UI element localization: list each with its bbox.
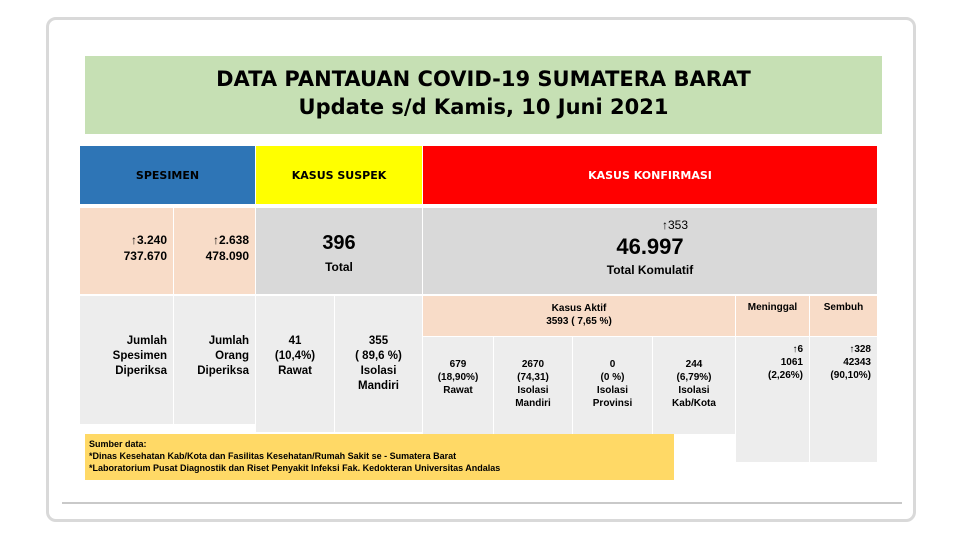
sembuh-header: Sembuh bbox=[810, 296, 877, 336]
aktif-label: Isolasi bbox=[596, 385, 629, 396]
konfirmasi-increase: ↑353 bbox=[661, 218, 689, 232]
spesimen-label-cell: Jumlah Spesimen Diperiksa bbox=[80, 296, 173, 424]
sembuh-cell: ↑328 42343 (90,10%) bbox=[810, 337, 877, 462]
spesimen-label-line: Jumlah bbox=[126, 335, 167, 347]
orang-count-cell: ↑2.638 478.090 bbox=[174, 208, 255, 294]
suspek-isolasi-label: Mandiri bbox=[358, 380, 399, 392]
aktif-value: 679 bbox=[449, 359, 467, 370]
aktif-label: Isolasi bbox=[517, 385, 549, 396]
meninggal-pct: (2,26%) bbox=[767, 370, 803, 381]
kasus-aktif-title: Kasus Aktif bbox=[551, 303, 607, 314]
aktif-pct: (6,79%) bbox=[676, 372, 712, 383]
aktif-isolasi-mandiri-cell: 2670 (74,31) Isolasi Mandiri bbox=[494, 337, 572, 434]
sembuh-increase: ↑328 bbox=[849, 344, 871, 355]
orang-label-line: Orang bbox=[215, 350, 249, 362]
aktif-label: Kab/Kota bbox=[672, 398, 716, 409]
aktif-label: Mandiri bbox=[515, 398, 551, 409]
suspek-rawat-pct: (10,4%) bbox=[274, 350, 316, 362]
suspek-rawat-label: Rawat bbox=[278, 365, 312, 377]
page-title: DATA PANTAUAN COVID-19 SUMATERA BARAT bbox=[216, 67, 751, 91]
orang-increase: ↑2.638 bbox=[212, 233, 249, 247]
orang-value: 478.090 bbox=[205, 249, 249, 263]
aktif-label: Isolasi bbox=[678, 385, 710, 396]
orang-label-line: Jumlah bbox=[208, 335, 249, 347]
meninggal-cell: ↑6 1061 (2,26%) bbox=[736, 337, 809, 462]
aktif-pct: (0 %) bbox=[600, 372, 625, 383]
page-header: DATA PANTAUAN COVID-19 SUMATERA BARAT Up… bbox=[85, 56, 882, 134]
aktif-isolasi-kabkota-cell: 244 (6,79%) Isolasi Kab/Kota bbox=[653, 337, 735, 434]
suspek-rawat-cell: 41 (10,4%) Rawat bbox=[256, 296, 334, 432]
aktif-value: 2670 bbox=[521, 359, 545, 370]
suspek-total-label: Total bbox=[325, 260, 353, 274]
meninggal-increase: ↑6 bbox=[792, 344, 803, 355]
konfirmasi-total-label: Total Komulatif bbox=[606, 263, 694, 277]
spesimen-count-cell: ↑3.240 737.670 bbox=[80, 208, 173, 294]
kasus-aktif-header: Kasus Aktif 3593 ( 7,65 %) bbox=[423, 296, 735, 336]
orang-label-line: Diperiksa bbox=[197, 365, 249, 377]
sembuh-pct: (90,10%) bbox=[830, 370, 871, 381]
suspek-header: KASUS SUSPEK bbox=[256, 146, 422, 204]
source-line: *Dinas Kesehatan Kab/Kota dan Fasilitas … bbox=[89, 451, 457, 461]
divider bbox=[62, 502, 902, 504]
suspek-total-cell: 396 Total bbox=[256, 208, 422, 294]
aktif-label: Provinsi bbox=[592, 398, 633, 409]
kasus-aktif-summary: 3593 ( 7,65 %) bbox=[546, 316, 612, 327]
aktif-pct: (74,31) bbox=[517, 372, 549, 383]
konfirmasi-total-value: 46.997 bbox=[616, 234, 684, 259]
aktif-isolasi-provinsi-cell: 0 (0 %) Isolasi Provinsi bbox=[573, 337, 652, 434]
aktif-rawat-cell: 679 (18,90%) Rawat bbox=[423, 337, 493, 434]
suspek-isolasi-label: Isolasi bbox=[360, 365, 397, 377]
source-title: Sumber data: bbox=[89, 439, 147, 449]
aktif-pct: (18,90%) bbox=[437, 372, 479, 383]
spesimen-value: 737.670 bbox=[123, 249, 167, 263]
aktif-label: Rawat bbox=[443, 385, 473, 396]
suspek-total-value: 396 bbox=[322, 232, 356, 254]
suspek-isolasi-pct: ( 89,6 %) bbox=[355, 350, 402, 362]
suspek-rawat-value: 41 bbox=[288, 335, 302, 347]
konfirmasi-total-cell: ↑353 46.997 Total Komulatif bbox=[423, 208, 877, 294]
aktif-value: 244 bbox=[685, 359, 703, 370]
source-note: Sumber data: *Dinas Kesehatan Kab/Kota d… bbox=[85, 434, 674, 480]
page-subtitle: Update s/d Kamis, 10 Juni 2021 bbox=[298, 95, 669, 119]
spesimen-label-line: Diperiksa bbox=[115, 365, 167, 377]
suspek-isolasi-cell: 355 ( 89,6 %) Isolasi Mandiri bbox=[335, 296, 422, 432]
konfirmasi-header: KASUS KONFIRMASI bbox=[423, 146, 877, 204]
suspek-isolasi-value: 355 bbox=[368, 335, 389, 347]
meninggal-header: Meninggal bbox=[736, 296, 809, 336]
orang-label-cell: Jumlah Orang Diperiksa bbox=[174, 296, 255, 424]
spesimen-label-line: Spesimen bbox=[112, 350, 167, 362]
meninggal-value: 1061 bbox=[780, 357, 803, 368]
sembuh-value: 42343 bbox=[843, 357, 871, 368]
spesimen-increase: ↑3.240 bbox=[130, 233, 167, 247]
source-line: *Laboratorium Pusat Diagnostik dan Riset… bbox=[89, 463, 501, 473]
aktif-value: 0 bbox=[609, 359, 616, 370]
spesimen-header: SPESIMEN bbox=[80, 146, 255, 204]
